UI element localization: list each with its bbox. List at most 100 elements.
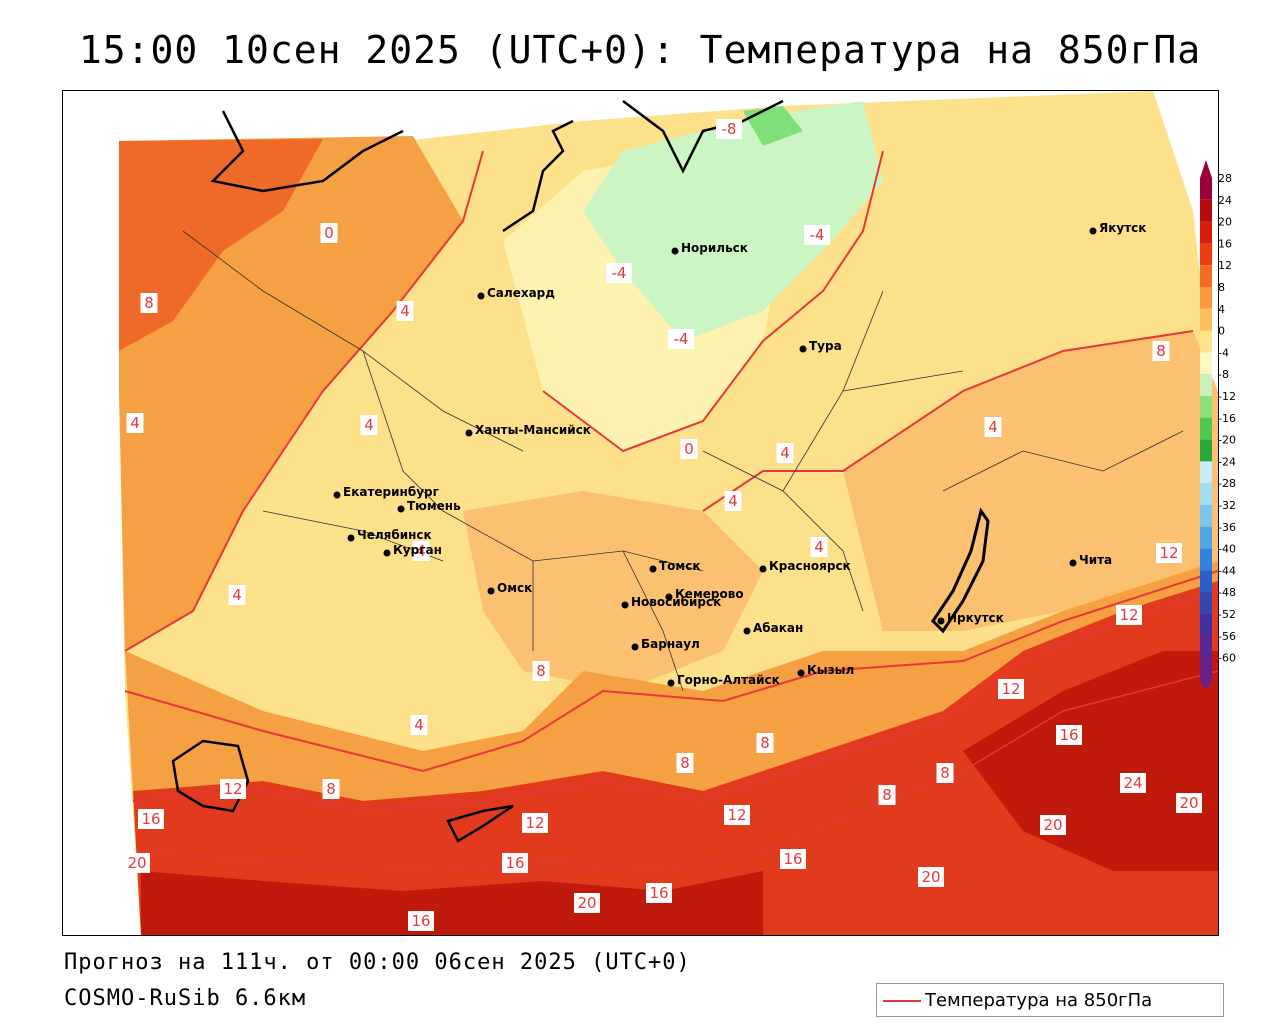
city-label: Норильск <box>681 241 748 255</box>
city-marker <box>621 601 629 609</box>
city-marker <box>631 643 639 651</box>
isoline-value-label: 4 <box>724 491 742 511</box>
isoline-label-layer: -8 -4 -4 -4 0 0 4 4 4 4 4 4 4 4 4 4 8 8 8 8 8 8 8 8 12 12 12 12 12 12… <box>124 119 1202 931</box>
scale-swatch <box>1200 178 1212 200</box>
scale-swatch <box>1200 657 1212 680</box>
scale-swatch <box>1200 635 1212 658</box>
legend-box: Температура на 850гПа <box>876 983 1224 1017</box>
scale-swatch <box>1200 352 1212 375</box>
isoline-value-text: 4 <box>414 716 424 734</box>
scale-swatch <box>1200 396 1212 418</box>
city-label: Тюмень <box>407 499 461 513</box>
isoline-value-label: 12 <box>998 679 1024 699</box>
isoline-value-label: 20 <box>1176 793 1202 813</box>
isoline-value-text: 12 <box>1159 544 1178 562</box>
isoline-value-text: 20 <box>127 854 146 872</box>
city-marker <box>937 617 945 625</box>
scale-label: -44 <box>1218 564 1236 577</box>
isoline-value-text: -4 <box>674 330 689 348</box>
isoline-value-label: 4 <box>360 415 378 435</box>
isoline-value-label: 8 <box>878 785 896 805</box>
isoline-value-text: 4 <box>400 302 410 320</box>
isoline-value-label: 4 <box>396 301 414 321</box>
scale-label: 20 <box>1218 216 1232 229</box>
isoline-value-label: 8 <box>322 779 340 799</box>
isoline-value-text: 16 <box>649 884 668 902</box>
scale-swatch <box>1200 221 1212 244</box>
zone-cold-green <box>583 101 883 341</box>
scale-label: -32 <box>1218 499 1236 512</box>
coastline-north <box>210 99 784 233</box>
isoline-value-label: 20 <box>574 893 600 913</box>
scale-label: -52 <box>1218 608 1236 621</box>
city-label: Иркутск <box>947 611 1004 625</box>
isoline-12 <box>132 590 1218 813</box>
city-marker <box>671 247 679 255</box>
city-marker <box>397 505 405 513</box>
zone-dark-red-sw <box>141 871 763 935</box>
city-label: Салехард <box>487 286 555 300</box>
isoline-value-text: 4 <box>416 542 426 560</box>
isoline-value-text: 20 <box>577 894 596 912</box>
scale-swatch <box>1200 265 1212 287</box>
city-marker <box>347 534 355 542</box>
scale-label: -12 <box>1218 390 1236 403</box>
city-marker <box>799 345 807 353</box>
scale-arrow-bottom <box>1200 679 1212 688</box>
isoline-value-label: 4 <box>810 537 828 557</box>
scale-swatch <box>1200 199 1212 222</box>
city-marker <box>667 679 675 687</box>
scale-swatch <box>1200 417 1212 440</box>
map-title: 15:00 10сен 2025 (UTC+0): Температура на… <box>78 28 1202 72</box>
color-scale: 28 24 20 16 12 8 4 0 -4 -8 -12 -16 -20 -24 -28 -32 -36 -4… <box>1200 160 1236 688</box>
isoline-value-text: 0 <box>324 224 334 242</box>
scale-label: -48 <box>1218 586 1236 599</box>
isoline-value-text: 16 <box>411 912 430 930</box>
isoline-value-label: -4 <box>804 225 830 245</box>
isoline-value-text: 20 <box>921 868 940 886</box>
isoline-value-text: 24 <box>1123 774 1142 792</box>
scale-label: -56 <box>1218 630 1236 643</box>
isoline-value-text: 12 <box>1001 680 1020 698</box>
scale-label: -8 <box>1218 368 1229 381</box>
scale-swatch <box>1200 461 1212 484</box>
isoline-value-text: 8 <box>680 754 690 772</box>
isoline-value-text: 4 <box>988 418 998 436</box>
scale-swatch <box>1200 614 1212 636</box>
isoline-value-label: 12 <box>1156 543 1182 563</box>
scale-label: -4 <box>1218 346 1229 359</box>
isoline-value-label: -8 <box>716 119 742 139</box>
city-marker <box>1069 559 1077 567</box>
isoline-8 <box>124 570 1218 773</box>
city-marker <box>759 565 767 573</box>
isoline-value-text: 8 <box>1156 342 1166 360</box>
isoline-value-label: 16 <box>780 849 806 869</box>
isoline-value-text: 16 <box>505 854 524 872</box>
city-label: Ханты-Мансийск <box>475 423 591 437</box>
city-label: Чита <box>1079 553 1112 567</box>
city-label: Абакан <box>753 621 803 635</box>
isoline-value-text: 16 <box>141 810 160 828</box>
isoline-value-label: 16 <box>138 809 164 829</box>
city-marker <box>665 593 673 601</box>
scale-swatch <box>1200 526 1212 549</box>
isoline-value-text: 8 <box>326 780 336 798</box>
isoline-value-label: 16 <box>408 911 434 931</box>
city-marker <box>649 565 657 573</box>
isoline-value-label: 12 <box>220 779 246 799</box>
scale-label: 24 <box>1218 194 1232 207</box>
scale-label: 12 <box>1218 259 1232 272</box>
isoline-value-text: 4 <box>232 586 242 604</box>
isoline-value-text: 20 <box>1043 816 1062 834</box>
isoline-value-text: 0 <box>684 440 694 458</box>
isoline-value-label: 4 <box>412 541 430 561</box>
zone-light-orange-east <box>843 331 1218 631</box>
scale-label: -20 <box>1218 434 1236 447</box>
isoline-value-text: 8 <box>536 662 546 680</box>
scale-label: 16 <box>1218 237 1232 250</box>
city-label: Кызыл <box>807 663 854 677</box>
scale-swatch <box>1200 548 1212 571</box>
forecast-info: Прогноз на 111ч. от 00:00 06сен 2025 (UT… <box>64 950 691 975</box>
zone-dark-red-se <box>963 651 1218 871</box>
isoline-value-label: 8 <box>756 733 774 753</box>
